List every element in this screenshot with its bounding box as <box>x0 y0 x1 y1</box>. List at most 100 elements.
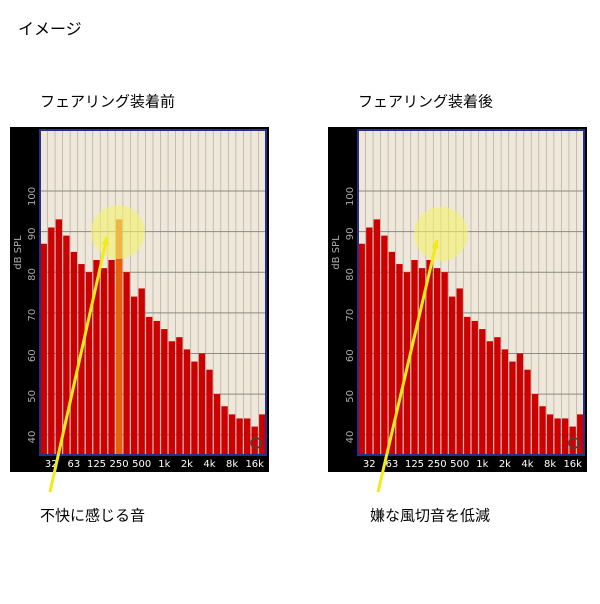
y-axis-label: dB SPL <box>331 235 342 270</box>
page-title: イメージ <box>18 20 82 39</box>
y-tick-label: 60 <box>27 349 38 362</box>
y-tick-label: 70 <box>27 309 38 322</box>
bar <box>373 219 380 455</box>
bar <box>509 361 516 455</box>
x-tick-label: 16k <box>245 459 264 470</box>
bar <box>516 353 524 455</box>
y-tick-label: 100 <box>345 187 356 206</box>
bar <box>115 219 123 455</box>
x-tick-label: 8k <box>226 459 238 470</box>
x-tick-label: 250 <box>110 459 129 470</box>
x-tick-label: 250 <box>428 459 447 470</box>
arrow-head <box>431 240 439 249</box>
y-tick-label: 90 <box>345 228 356 241</box>
bar <box>85 272 93 455</box>
x-tick-label: 1k <box>158 459 170 470</box>
bar <box>471 320 478 455</box>
bar <box>433 268 441 455</box>
bar <box>100 268 108 455</box>
bar <box>123 272 130 455</box>
bar <box>546 414 554 455</box>
bar <box>93 260 100 455</box>
bar <box>388 251 396 455</box>
logo <box>568 437 580 449</box>
y-tick-label: 60 <box>345 349 356 362</box>
annotation: 嫌な風切音を低減 <box>370 507 490 525</box>
bar <box>244 418 251 455</box>
x-tick-label: 32 <box>363 459 376 470</box>
x-tick-label: 1k <box>476 459 488 470</box>
bar <box>396 264 403 455</box>
y-axis-label: dB SPL <box>13 235 24 270</box>
y-tick-label: 90 <box>27 228 38 241</box>
x-tick-label: 2k <box>181 459 193 470</box>
x-tick-label: 63 <box>386 459 399 470</box>
bar <box>358 243 365 455</box>
annotation: 不快に感じる音 <box>40 507 145 525</box>
arrow-line <box>48 236 109 493</box>
x-tick-label: 4k <box>521 459 533 470</box>
bar <box>381 235 388 455</box>
y-tick-label: 70 <box>345 309 356 322</box>
bar <box>577 414 584 455</box>
bar <box>501 349 509 455</box>
bar <box>168 341 175 455</box>
x-tick-label: 2k <box>499 459 511 470</box>
x-tick-label: 8k <box>544 459 556 470</box>
plot-border <box>357 129 585 456</box>
x-tick-label: 4k <box>203 459 215 470</box>
y-tick-label: 40 <box>345 431 356 444</box>
bar <box>251 426 258 455</box>
bar <box>48 227 55 455</box>
bar <box>221 406 228 455</box>
highlight-circle <box>91 205 145 259</box>
bar <box>146 316 153 455</box>
bar <box>539 406 546 455</box>
bar <box>228 414 236 455</box>
bar <box>206 369 213 455</box>
highlight-circle <box>414 207 468 261</box>
bar <box>236 418 243 455</box>
bar <box>78 264 85 455</box>
bar <box>524 369 531 455</box>
bar <box>562 418 569 455</box>
bar <box>494 337 501 455</box>
bar <box>63 235 70 455</box>
y-tick-label: 80 <box>27 268 38 281</box>
bar <box>55 219 62 455</box>
x-tick-label: 32 <box>45 459 58 470</box>
x-tick-label: 125 <box>405 459 424 470</box>
bar <box>486 341 493 455</box>
bar <box>366 227 373 455</box>
bar <box>176 337 183 455</box>
logo <box>250 437 262 449</box>
bar <box>131 296 138 455</box>
bar <box>426 260 433 455</box>
bar <box>70 251 78 455</box>
bar <box>479 329 486 455</box>
chart-title: フェアリング装着後 <box>358 93 493 111</box>
x-tick-label: 500 <box>132 459 151 470</box>
bar <box>441 272 448 455</box>
bar <box>554 418 561 455</box>
chart-title: フェアリング装着前 <box>40 93 175 111</box>
bar <box>456 288 463 455</box>
bar <box>569 426 576 455</box>
bar <box>183 349 191 455</box>
y-tick-label: 80 <box>345 268 356 281</box>
arrow-line <box>376 239 439 493</box>
bar <box>108 260 115 455</box>
x-tick-label: 63 <box>68 459 81 470</box>
bar <box>138 288 145 455</box>
bar <box>198 353 206 455</box>
bar <box>259 414 266 455</box>
bar <box>411 260 418 455</box>
x-tick-label: 125 <box>87 459 106 470</box>
bar <box>418 268 426 455</box>
arrow-head <box>101 237 110 246</box>
bar <box>449 296 456 455</box>
bar <box>153 320 160 455</box>
bar <box>531 394 539 455</box>
bar <box>464 316 471 455</box>
